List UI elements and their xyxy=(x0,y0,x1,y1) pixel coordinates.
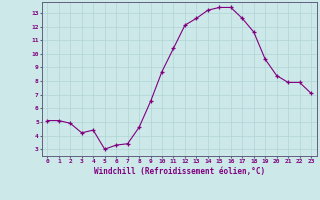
X-axis label: Windchill (Refroidissement éolien,°C): Windchill (Refroidissement éolien,°C) xyxy=(94,167,265,176)
